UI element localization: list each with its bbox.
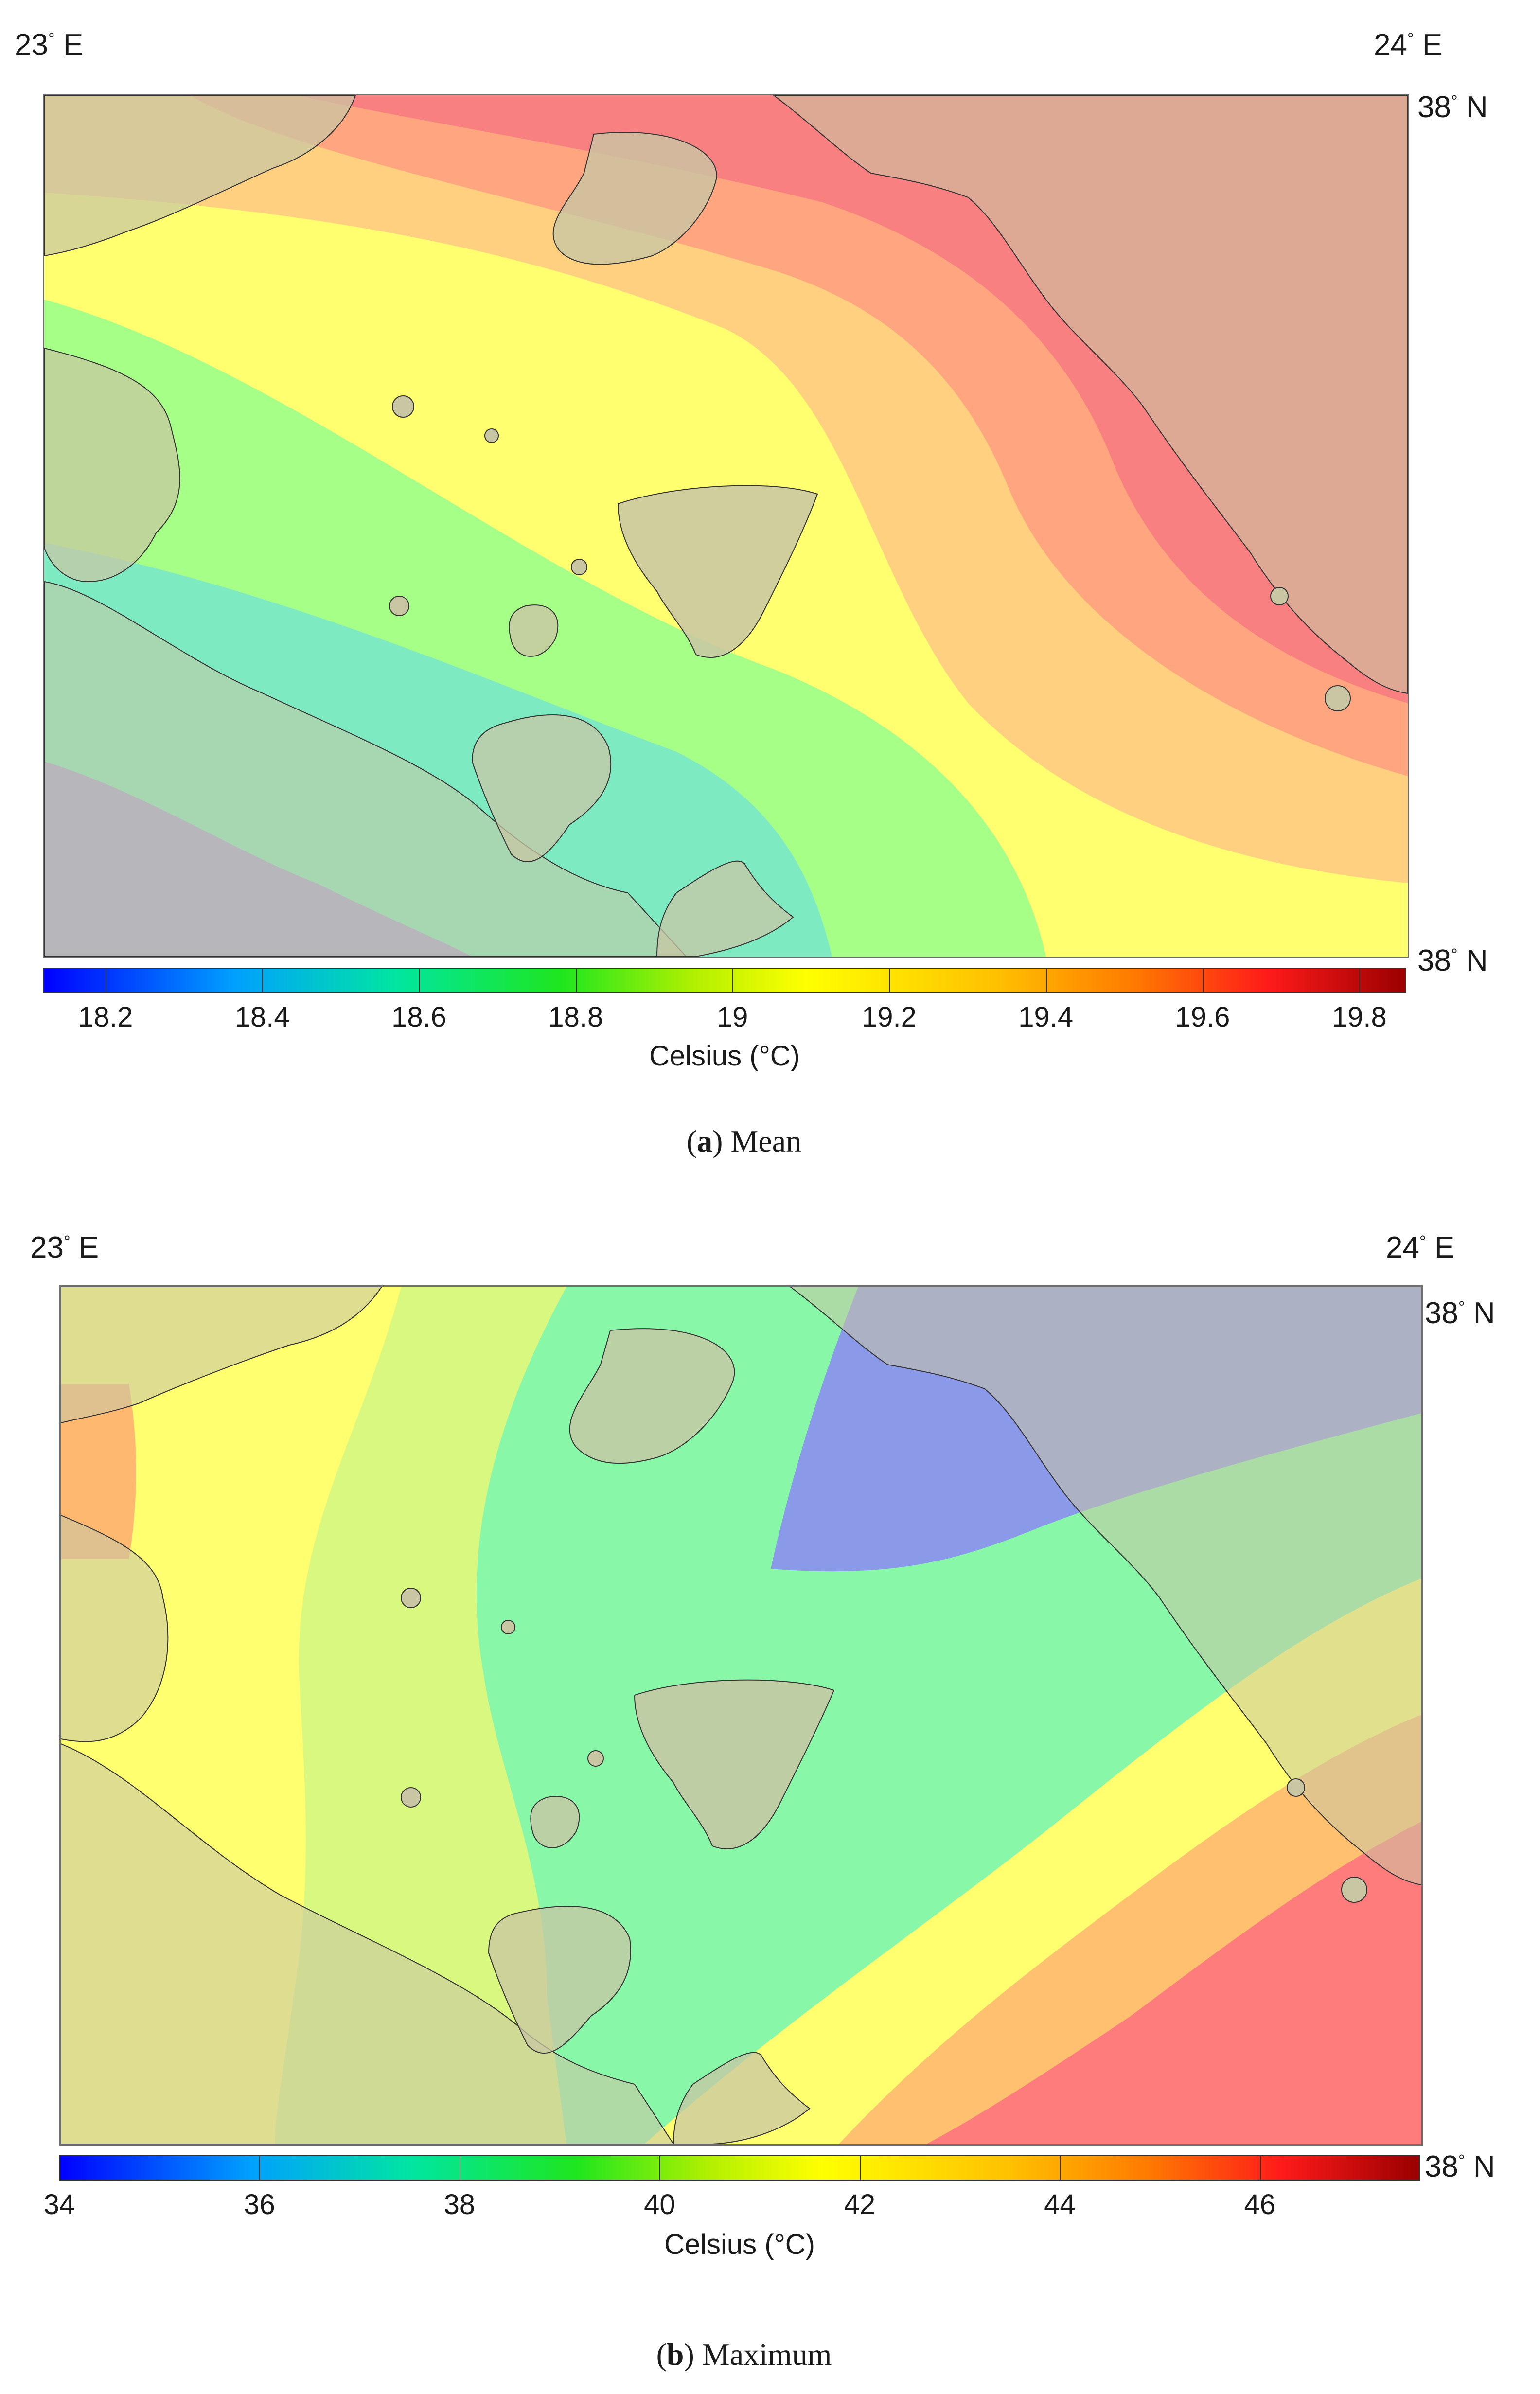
caption-maximum: (b) Maximum (656, 2337, 832, 2372)
islet-east (1325, 685, 1351, 711)
colorbar-tick-label: 46 (1244, 2189, 1276, 2220)
colorbar-tick-label: 19.8 (1331, 1001, 1387, 1033)
islet-5 (1287, 1778, 1305, 1797)
colorbar-maximum: 34 36 38 40 42 44 46 Celsius (°C) (44, 2155, 1420, 2301)
land-peloponnese-north (61, 1287, 383, 1424)
colorbar-tick-label: 18.6 (391, 1001, 446, 1033)
colorbar-tick (1359, 968, 1361, 993)
colorbar-tick-label: 40 (644, 2189, 675, 2220)
colorbar-tick (59, 2155, 60, 2181)
caption-mean: (a) Mean (686, 1124, 802, 1158)
land-southwest (61, 1743, 674, 2144)
land-aegina (617, 485, 818, 658)
islet-2 (501, 1620, 515, 1634)
islet-east (1341, 1877, 1367, 1903)
colorbar-tick-label: 18.8 (548, 1001, 603, 1033)
colorbar-tick (1259, 2155, 1261, 2181)
colorbar-tick (889, 968, 890, 993)
colorbar-tick-label: 38 (443, 2189, 476, 2220)
colorbar-tick (262, 968, 264, 993)
land-salamis (569, 1328, 735, 1464)
islet-3 (389, 596, 409, 616)
colorbar-tick-label: 19.2 (861, 1001, 917, 1033)
islet-1 (401, 1588, 421, 1608)
colorbar-tick (732, 968, 734, 993)
colorbar-gradient (59, 2155, 1420, 2181)
colorbar-tick (659, 2155, 661, 2181)
land-angistri (509, 604, 559, 657)
land-aegina (634, 1679, 835, 1849)
panel-maximum: 23° E 24° E 38° N 38° N (0, 1191, 1540, 2394)
colorbar-title: Celsius (°C) (664, 2229, 815, 2260)
latitude-label-bottom: 38° N (1417, 944, 1488, 977)
panel-mean: 23° E 24° E 38° N 38° N (0, 0, 1540, 1191)
contour-map (61, 1287, 1421, 2144)
land-methana (673, 2052, 811, 2144)
land-poros (488, 1906, 631, 2054)
longitude-label-left: 23° E (15, 28, 84, 62)
contour-map (44, 95, 1408, 957)
land-salamis (552, 132, 717, 265)
land-poros (471, 714, 612, 863)
colorbar-tick-label: 34 (43, 2189, 75, 2220)
latitude-label-top: 38° N (1417, 90, 1488, 124)
colorbar-tick (1203, 968, 1204, 993)
colorbar-tick (419, 968, 420, 993)
land-argolid-west (61, 1514, 169, 1742)
land-argolid-west (44, 347, 180, 583)
land-attica (789, 1287, 1421, 1886)
colorbar-tick-label: 18.2 (78, 1001, 133, 1033)
colorbar-tick (1045, 968, 1047, 993)
islet-5 (1270, 587, 1289, 605)
land-attica (773, 95, 1408, 694)
longitude-label-left: 23° E (30, 1231, 99, 1264)
temperature-map-mean (43, 94, 1409, 958)
land-southwest (44, 581, 687, 957)
islet-4 (587, 1750, 604, 1767)
temperature-map-maximum (59, 1285, 1423, 2146)
land-peloponnese-north (44, 95, 356, 257)
colorbar-tick-label: 36 (244, 2189, 275, 2220)
band-43-west (61, 1384, 136, 1559)
islet-1 (392, 395, 414, 418)
colorbar-tick-label: 18.4 (234, 1001, 290, 1033)
band-46 (926, 1822, 1421, 2144)
colorbar-title: Celsius (°C) (649, 1040, 800, 1072)
longitude-label-right: 24° E (1374, 28, 1443, 62)
islet-2 (484, 428, 499, 443)
colorbar-tick-label: 19.6 (1175, 1001, 1230, 1033)
colorbar-tick-label: 44 (1044, 2189, 1076, 2220)
colorbar-tick (859, 2155, 861, 2181)
islet-4 (571, 559, 587, 575)
land-angistri (530, 1796, 580, 1848)
colorbar-tick-label: 19.4 (1018, 1001, 1074, 1033)
colorbar-tick (259, 2155, 261, 2181)
colorbar-tick (1060, 2155, 1061, 2181)
colorbar-mean: 18.2 18.4 18.6 18.8 19 19.2 19.4 19.6 19.8 Celsi… (43, 968, 1406, 1114)
colorbar-tick-label: 19 (716, 1001, 748, 1033)
latitude-label-top: 38° N (1425, 1296, 1495, 1330)
colorbar-tick-label: 42 (844, 2189, 876, 2220)
land-methana (656, 860, 794, 957)
colorbar-gradient (43, 968, 1406, 993)
islet-3 (401, 1787, 421, 1808)
colorbar-tick (575, 968, 577, 993)
latitude-label-bottom: 38° N (1425, 2150, 1495, 2183)
longitude-label-right: 24° E (1386, 1231, 1455, 1264)
